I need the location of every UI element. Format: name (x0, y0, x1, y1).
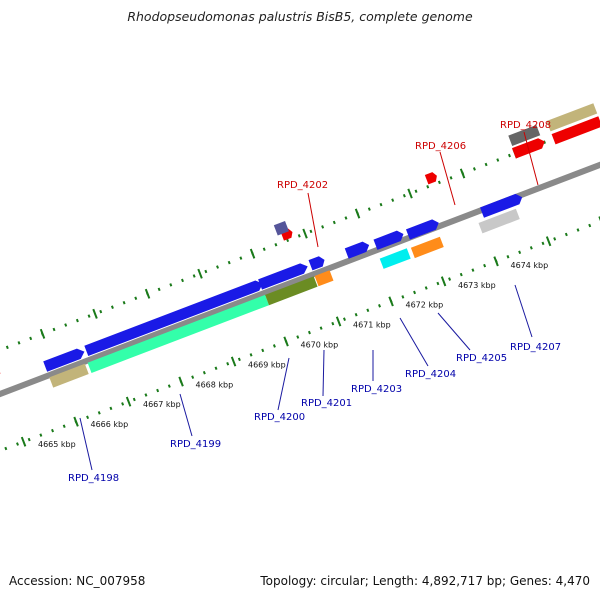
feature-RPD_4203-cyan[interactable] (379, 248, 411, 269)
major-tick (335, 316, 342, 327)
major-tick (545, 236, 552, 247)
major-tick (283, 336, 289, 347)
feature-RPD_4199-aquamarine[interactable] (87, 294, 270, 373)
major-tick (440, 276, 447, 287)
map-title: Rhodopseudomonas palustris BisB5, comple… (127, 9, 473, 24)
cds-RPD_4198-arrow[interactable] (43, 346, 86, 372)
major-tick (125, 396, 132, 407)
label-RPD_4207[interactable]: RPD_4207 (510, 342, 561, 353)
accession-text: Accession: NC_007958 (9, 574, 146, 588)
label-RPD_4199[interactable]: RPD_4199 (170, 439, 221, 450)
feature-RPD_4198-khaki[interactable] (49, 363, 89, 388)
kbp-label: 4671 kbp (353, 321, 391, 330)
cds-RPD_4207-arrow[interactable] (480, 192, 524, 218)
major-tick (92, 308, 98, 319)
feature-RPD_4208-gray[interactable] (508, 124, 541, 146)
feature-RPD_4202-slate[interactable] (273, 220, 289, 236)
lower-minor-ticks (0, 170, 600, 460)
cds-RPD_4199-arrow[interactable] (84, 278, 264, 357)
upper-tick-scale (0, 83, 600, 372)
label-RPD_4206[interactable]: RPD_4206 (415, 141, 466, 152)
major-tick (20, 436, 27, 447)
kbp-scale-labels: 4665 kbp 4666 kbp 4667 kbp 4668 kbp 4669 kbp… (38, 261, 548, 449)
label-RPD_4202[interactable]: RPD_4202 (277, 180, 328, 191)
label-RPD_4204[interactable]: RPD_4204 (405, 369, 456, 380)
major-tick (407, 188, 413, 199)
feature-RPD_4201-orange[interactable] (314, 270, 334, 287)
major-tick (73, 416, 79, 427)
kbp-label: 4672 kbp (406, 301, 444, 310)
kbp-label: 4665 kbp (38, 440, 76, 449)
gene-labels: RPD_4198 RPD_4199 RPD_4200 RPD_4201 RPD_… (68, 120, 561, 484)
major-tick (197, 268, 203, 279)
kbp-label: 4669 kbp (248, 360, 286, 369)
feature-RPD_4204-orange[interactable] (410, 236, 444, 259)
kbp-label: 4667 kbp (143, 400, 181, 409)
kbp-label: 4666 kbp (91, 420, 129, 429)
major-tick (354, 208, 361, 219)
major-tick (144, 288, 151, 299)
feature-right-red[interactable] (551, 116, 600, 145)
genome-summary-text: Topology: circular; Length: 4,892,717 bp… (260, 574, 590, 588)
kbp-label: 4673 kbp (458, 281, 496, 290)
kbp-label: 4674 kbp (511, 261, 549, 270)
cds-RPD_4201-arrow[interactable] (308, 255, 327, 271)
cds-RPD_4204-arrow[interactable] (373, 229, 405, 250)
genome-track (0, 83, 600, 460)
kbp-label: 4670 kbp (301, 341, 339, 350)
major-tick (249, 248, 256, 259)
feature-RPD_4200-olive[interactable] (265, 276, 318, 306)
major-tick (178, 376, 184, 387)
kbp-label: 4668 kbp (196, 380, 234, 389)
lower-tick-scale (0, 170, 600, 460)
major-ticks (20, 128, 600, 447)
label-RPD_4201[interactable]: RPD_4201 (301, 398, 352, 409)
cds-RPD_4203-arrow[interactable] (344, 240, 371, 259)
major-tick (493, 256, 499, 267)
cds-RPD_4205-arrow[interactable] (405, 218, 441, 240)
upper-minor-ticks (0, 83, 600, 372)
label-RPD_4208[interactable]: RPD_4208 (500, 120, 551, 131)
feature-RPD_4207-lightgray[interactable] (478, 208, 520, 234)
label-RPD_4205[interactable]: RPD_4205 (456, 353, 507, 364)
major-tick (302, 228, 308, 239)
label-RPD_4203[interactable]: RPD_4203 (351, 384, 402, 395)
cds-RPD_4200-arrow[interactable] (258, 261, 310, 290)
cds-RPD_4206-red-arrow[interactable] (424, 171, 439, 185)
feature-right-khaki[interactable] (546, 103, 598, 132)
cds-left-red-arrow[interactable] (0, 368, 2, 392)
label-RPD_4200[interactable]: RPD_4200 (254, 412, 305, 423)
major-tick (39, 328, 46, 339)
major-tick (388, 296, 394, 307)
major-tick (230, 356, 237, 367)
label-RPD_4198[interactable]: RPD_4198 (68, 473, 119, 484)
major-tick (459, 168, 466, 179)
